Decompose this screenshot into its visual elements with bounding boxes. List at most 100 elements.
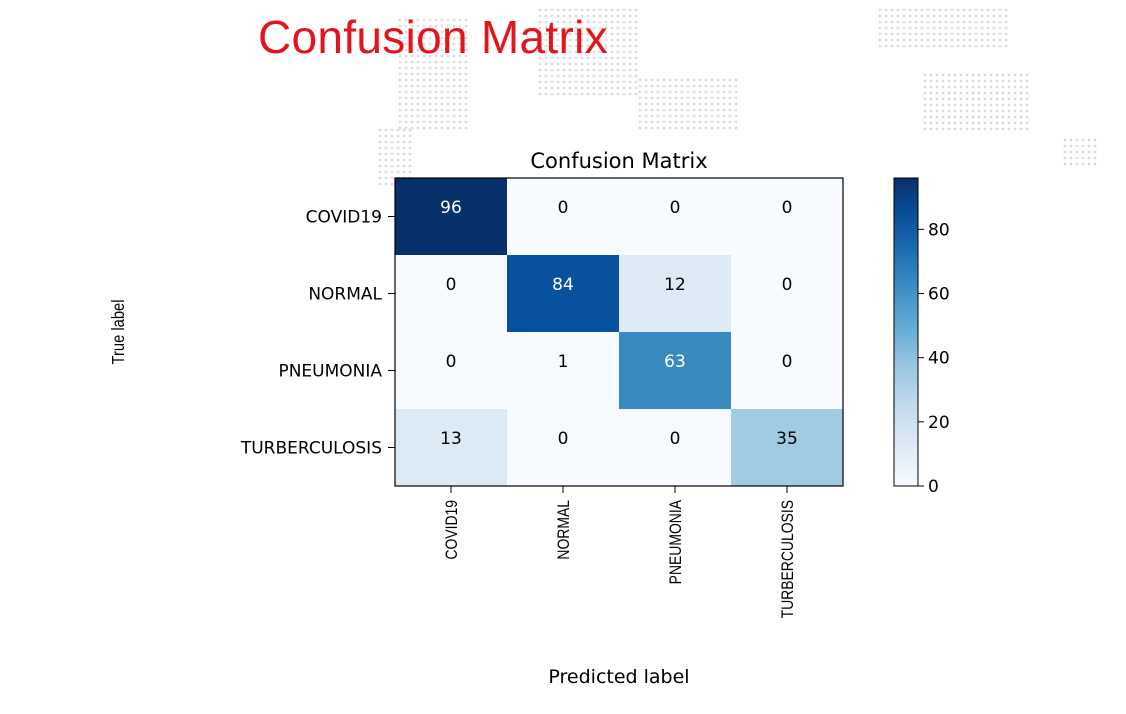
map-dot: [1069, 162, 1073, 166]
map-dot: [598, 8, 602, 12]
map-dot: [977, 85, 981, 89]
map-dot: [390, 146, 394, 150]
map-dot: [628, 74, 632, 78]
map-dot: [956, 38, 960, 42]
cell-value-label: 0: [782, 352, 793, 372]
map-dot: [422, 24, 426, 28]
map-dot: [604, 8, 608, 12]
map-dot: [980, 20, 984, 24]
map-dot: [410, 114, 414, 118]
heatmap-cell: [395, 409, 507, 486]
map-dot: [628, 32, 632, 36]
map-dot: [662, 84, 666, 88]
map-dot: [410, 30, 414, 34]
map-dot: [440, 84, 444, 88]
map-dot: [390, 170, 394, 174]
map-dot: [622, 14, 626, 18]
map-dot: [1007, 73, 1011, 77]
map-dot: [680, 96, 684, 100]
heatmap-cell: [731, 332, 843, 409]
map-dot: [680, 90, 684, 94]
map-dot: [974, 8, 978, 12]
map-dot: [986, 14, 990, 18]
map-dot: [1007, 121, 1011, 125]
map-dot: [544, 56, 548, 60]
map-dot: [634, 20, 638, 24]
map-dot: [947, 73, 951, 77]
map-dot: [734, 114, 738, 118]
map-dot: [944, 32, 948, 36]
map-dot: [989, 103, 993, 107]
map-dot: [446, 42, 450, 46]
map-dot: [604, 44, 608, 48]
map-dot: [935, 79, 939, 83]
map-dot: [896, 20, 900, 24]
map-dot: [464, 54, 468, 58]
map-dot: [622, 20, 626, 24]
map-dot: [974, 26, 978, 30]
map-dot: [926, 44, 930, 48]
map-dot: [452, 66, 456, 70]
map-dot: [989, 79, 993, 83]
map-dot: [604, 92, 608, 96]
map-dot: [610, 26, 614, 30]
map-dot: [1007, 115, 1011, 119]
map-dot: [650, 90, 654, 94]
cell-value-label: 0: [446, 352, 457, 372]
map-dot: [404, 24, 408, 28]
map-dot: [586, 86, 590, 90]
map-dot: [959, 127, 963, 131]
map-dot: [989, 91, 993, 95]
map-dot: [610, 92, 614, 96]
map-dot: [550, 92, 554, 96]
map-dot: [1075, 156, 1079, 160]
map-dot: [604, 32, 608, 36]
map-dot: [1075, 150, 1079, 154]
map-dot: [1025, 109, 1029, 113]
map-dot: [610, 50, 614, 54]
map-dot: [953, 103, 957, 107]
map-dot: [1001, 121, 1005, 125]
map-dot: [935, 121, 939, 125]
map-dot: [914, 20, 918, 24]
map-dot: [550, 44, 554, 48]
map-dot: [662, 108, 666, 112]
map-dot: [604, 56, 608, 60]
map-dot: [580, 26, 584, 30]
map-dot: [953, 91, 957, 95]
map-dot: [1013, 109, 1017, 113]
map-dot: [704, 120, 708, 124]
map-dot: [610, 62, 614, 66]
map-dot: [556, 44, 560, 48]
map-dot: [935, 73, 939, 77]
map-dot: [622, 50, 626, 54]
map-dot: [410, 120, 414, 124]
map-dot: [878, 38, 882, 42]
map-dot: [604, 68, 608, 72]
map-dot: [644, 78, 648, 82]
map-dot: [698, 114, 702, 118]
map-dot: [464, 24, 468, 28]
map-dot: [422, 78, 426, 82]
map-dot: [986, 32, 990, 36]
map-dot: [440, 24, 444, 28]
cell-value-label: 12: [664, 275, 686, 295]
map-dot: [956, 44, 960, 48]
map-dot: [634, 38, 638, 42]
map-dot: [668, 120, 672, 124]
map-dot: [950, 8, 954, 12]
map-dot: [562, 68, 566, 72]
map-dot: [686, 108, 690, 112]
map-dot: [710, 102, 714, 106]
map-dot: [995, 127, 999, 131]
map-dot: [692, 84, 696, 88]
map-dot: [728, 114, 732, 118]
map-dot: [1069, 144, 1073, 148]
map-dot: [884, 44, 888, 48]
map-dot: [968, 26, 972, 30]
map-dot: [622, 74, 626, 78]
map-dot: [986, 44, 990, 48]
map-dot: [923, 115, 927, 119]
map-dot: [998, 26, 1002, 30]
map-dot: [638, 90, 642, 94]
